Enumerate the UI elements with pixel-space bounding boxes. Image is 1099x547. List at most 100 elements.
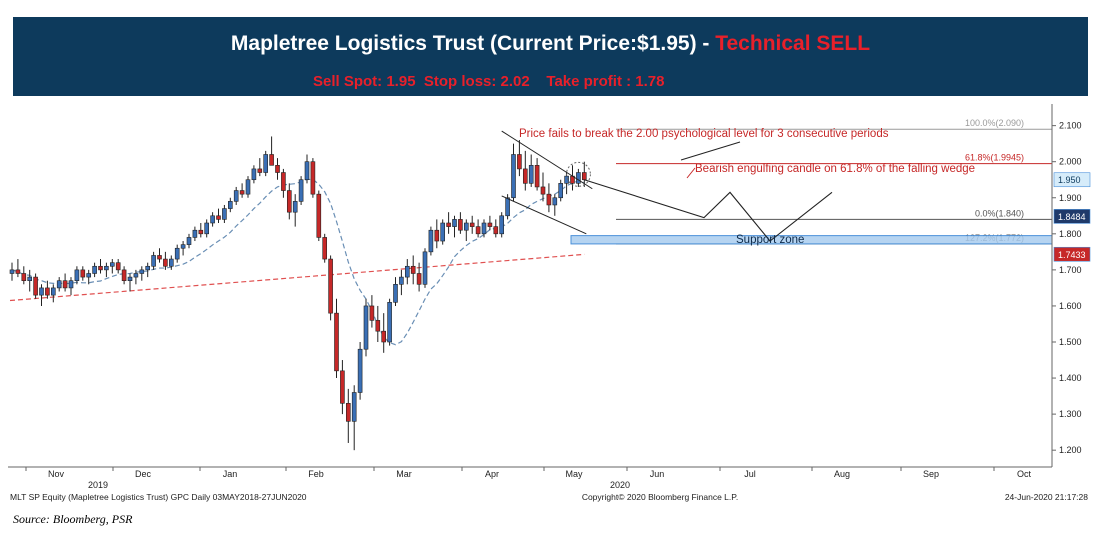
- price-tag-label: 1.8484: [1058, 212, 1086, 222]
- annotation-engulfing: Bearish engulfing candle on 61.8% of the…: [695, 163, 975, 175]
- candle-body: [351, 392, 357, 422]
- footer-center: Copyright© 2020 Bloomberg Finance L.P.: [582, 492, 738, 502]
- chart-area: 100.0%(2.090)61.8%(1.9945)0.0%(1.840)127…: [0, 96, 1099, 526]
- candle-body: [233, 190, 239, 202]
- title-main: Mapletree Logistics Trust (Current Price…: [230, 32, 716, 55]
- candle-body: [50, 287, 56, 296]
- candle-body: [9, 269, 15, 274]
- candle-body: [228, 201, 233, 209]
- candle-body: [251, 168, 257, 181]
- candle-body: [369, 305, 375, 321]
- fib-label: 61.8%(1.9945): [965, 153, 1024, 163]
- price-tag: [1053, 209, 1091, 224]
- candle-body: [98, 265, 103, 271]
- y-tick-label: 1.500: [1059, 337, 1082, 347]
- price-tag-label: 1.7433: [1058, 250, 1086, 260]
- candle-body: [493, 226, 499, 235]
- candle-body: [528, 165, 534, 184]
- candle-body: [469, 222, 475, 227]
- y-tick-label: 1.600: [1059, 301, 1082, 311]
- candle-body: [115, 262, 121, 271]
- x-tick-label: May: [565, 469, 583, 479]
- x-tick-label: Nov: [48, 469, 65, 479]
- candle-body: [192, 229, 198, 238]
- candle-body: [92, 265, 97, 274]
- candle-body: [328, 258, 333, 314]
- candle-body: [399, 276, 404, 285]
- candle-body: [363, 305, 369, 350]
- candle-body: [80, 269, 86, 278]
- candle-body: [534, 165, 540, 188]
- candle-body: [487, 222, 493, 227]
- candle-body: [522, 168, 528, 184]
- candle-body: [74, 269, 80, 281]
- candle-body: [422, 251, 428, 285]
- price-tag: [1053, 172, 1091, 188]
- x-tick-label: Jun: [650, 469, 665, 479]
- x-tick-label: Mar: [396, 469, 412, 479]
- x-tick-label: Jul: [744, 469, 756, 479]
- price-tag: [1053, 246, 1091, 262]
- candle-body: [45, 287, 50, 296]
- candle-body: [133, 273, 139, 278]
- candle-body: [163, 258, 168, 267]
- candle-body: [428, 229, 434, 253]
- candle-body: [458, 219, 463, 231]
- x-tick-label: Jan: [223, 469, 238, 479]
- candle-body: [576, 172, 581, 184]
- candle-body: [334, 312, 339, 372]
- candle-body: [475, 226, 481, 235]
- candle-body: [416, 273, 422, 285]
- source-note: Source: Bloomberg, PSR: [13, 512, 133, 526]
- candle-body: [121, 269, 127, 281]
- candle-body: [216, 215, 221, 220]
- candle-body: [292, 201, 298, 213]
- y-tick-label: 2.000: [1059, 157, 1082, 167]
- wedge-upper-line: [501, 130, 593, 190]
- candle-body: [245, 179, 251, 195]
- candle-body: [410, 265, 416, 274]
- candle-body: [505, 197, 510, 217]
- candle-body: [104, 265, 109, 271]
- candle-body: [310, 161, 316, 195]
- candle-body: [210, 215, 215, 224]
- candle-body: [239, 190, 245, 195]
- candle-body: [375, 320, 381, 332]
- candle-body: [157, 255, 162, 260]
- x-tick-label: Oct: [1017, 469, 1032, 479]
- candle-body: [298, 179, 304, 202]
- candle-body: [286, 190, 292, 213]
- y-tick-label: 1.900: [1059, 193, 1082, 203]
- candle-body: [499, 215, 505, 235]
- candle-body: [387, 302, 392, 343]
- y-tick-label: 1.800: [1059, 229, 1082, 239]
- y-tick-label: 1.700: [1059, 265, 1082, 275]
- candle-body: [546, 193, 552, 206]
- footer-left: MLT SP Equity (Mapletree Logistics Trust…: [10, 492, 307, 502]
- title-signal: Technical SELL: [715, 32, 871, 55]
- candle-body: [304, 161, 310, 181]
- y-tick-label: 1.200: [1059, 445, 1082, 455]
- candle-body: [180, 244, 186, 249]
- candle-body: [345, 403, 351, 422]
- moving-average-long: [9, 253, 585, 302]
- x-tick-label: Aug: [834, 469, 850, 479]
- candle-body: [393, 284, 398, 303]
- candle-body: [322, 237, 328, 260]
- candle-body: [552, 197, 558, 206]
- candle-body: [145, 265, 150, 271]
- candle-body: [174, 247, 180, 260]
- candle-body: [33, 276, 38, 296]
- annotation-support: Support zone: [736, 234, 804, 246]
- candle-body: [517, 154, 522, 170]
- candle-body: [127, 276, 133, 281]
- candle-body: [404, 265, 410, 278]
- candle-body: [540, 186, 546, 195]
- candle-body: [434, 229, 440, 242]
- candle-body: [21, 273, 27, 281]
- candle-body: [581, 172, 587, 181]
- candle-body: [463, 222, 469, 231]
- annotation-psychological: Price fails to break the 2.00 psychologi…: [519, 128, 889, 140]
- candle-body: [281, 172, 286, 191]
- price-chart: 100.0%(2.090)61.8%(1.9945)0.0%(1.840)127…: [8, 104, 1091, 502]
